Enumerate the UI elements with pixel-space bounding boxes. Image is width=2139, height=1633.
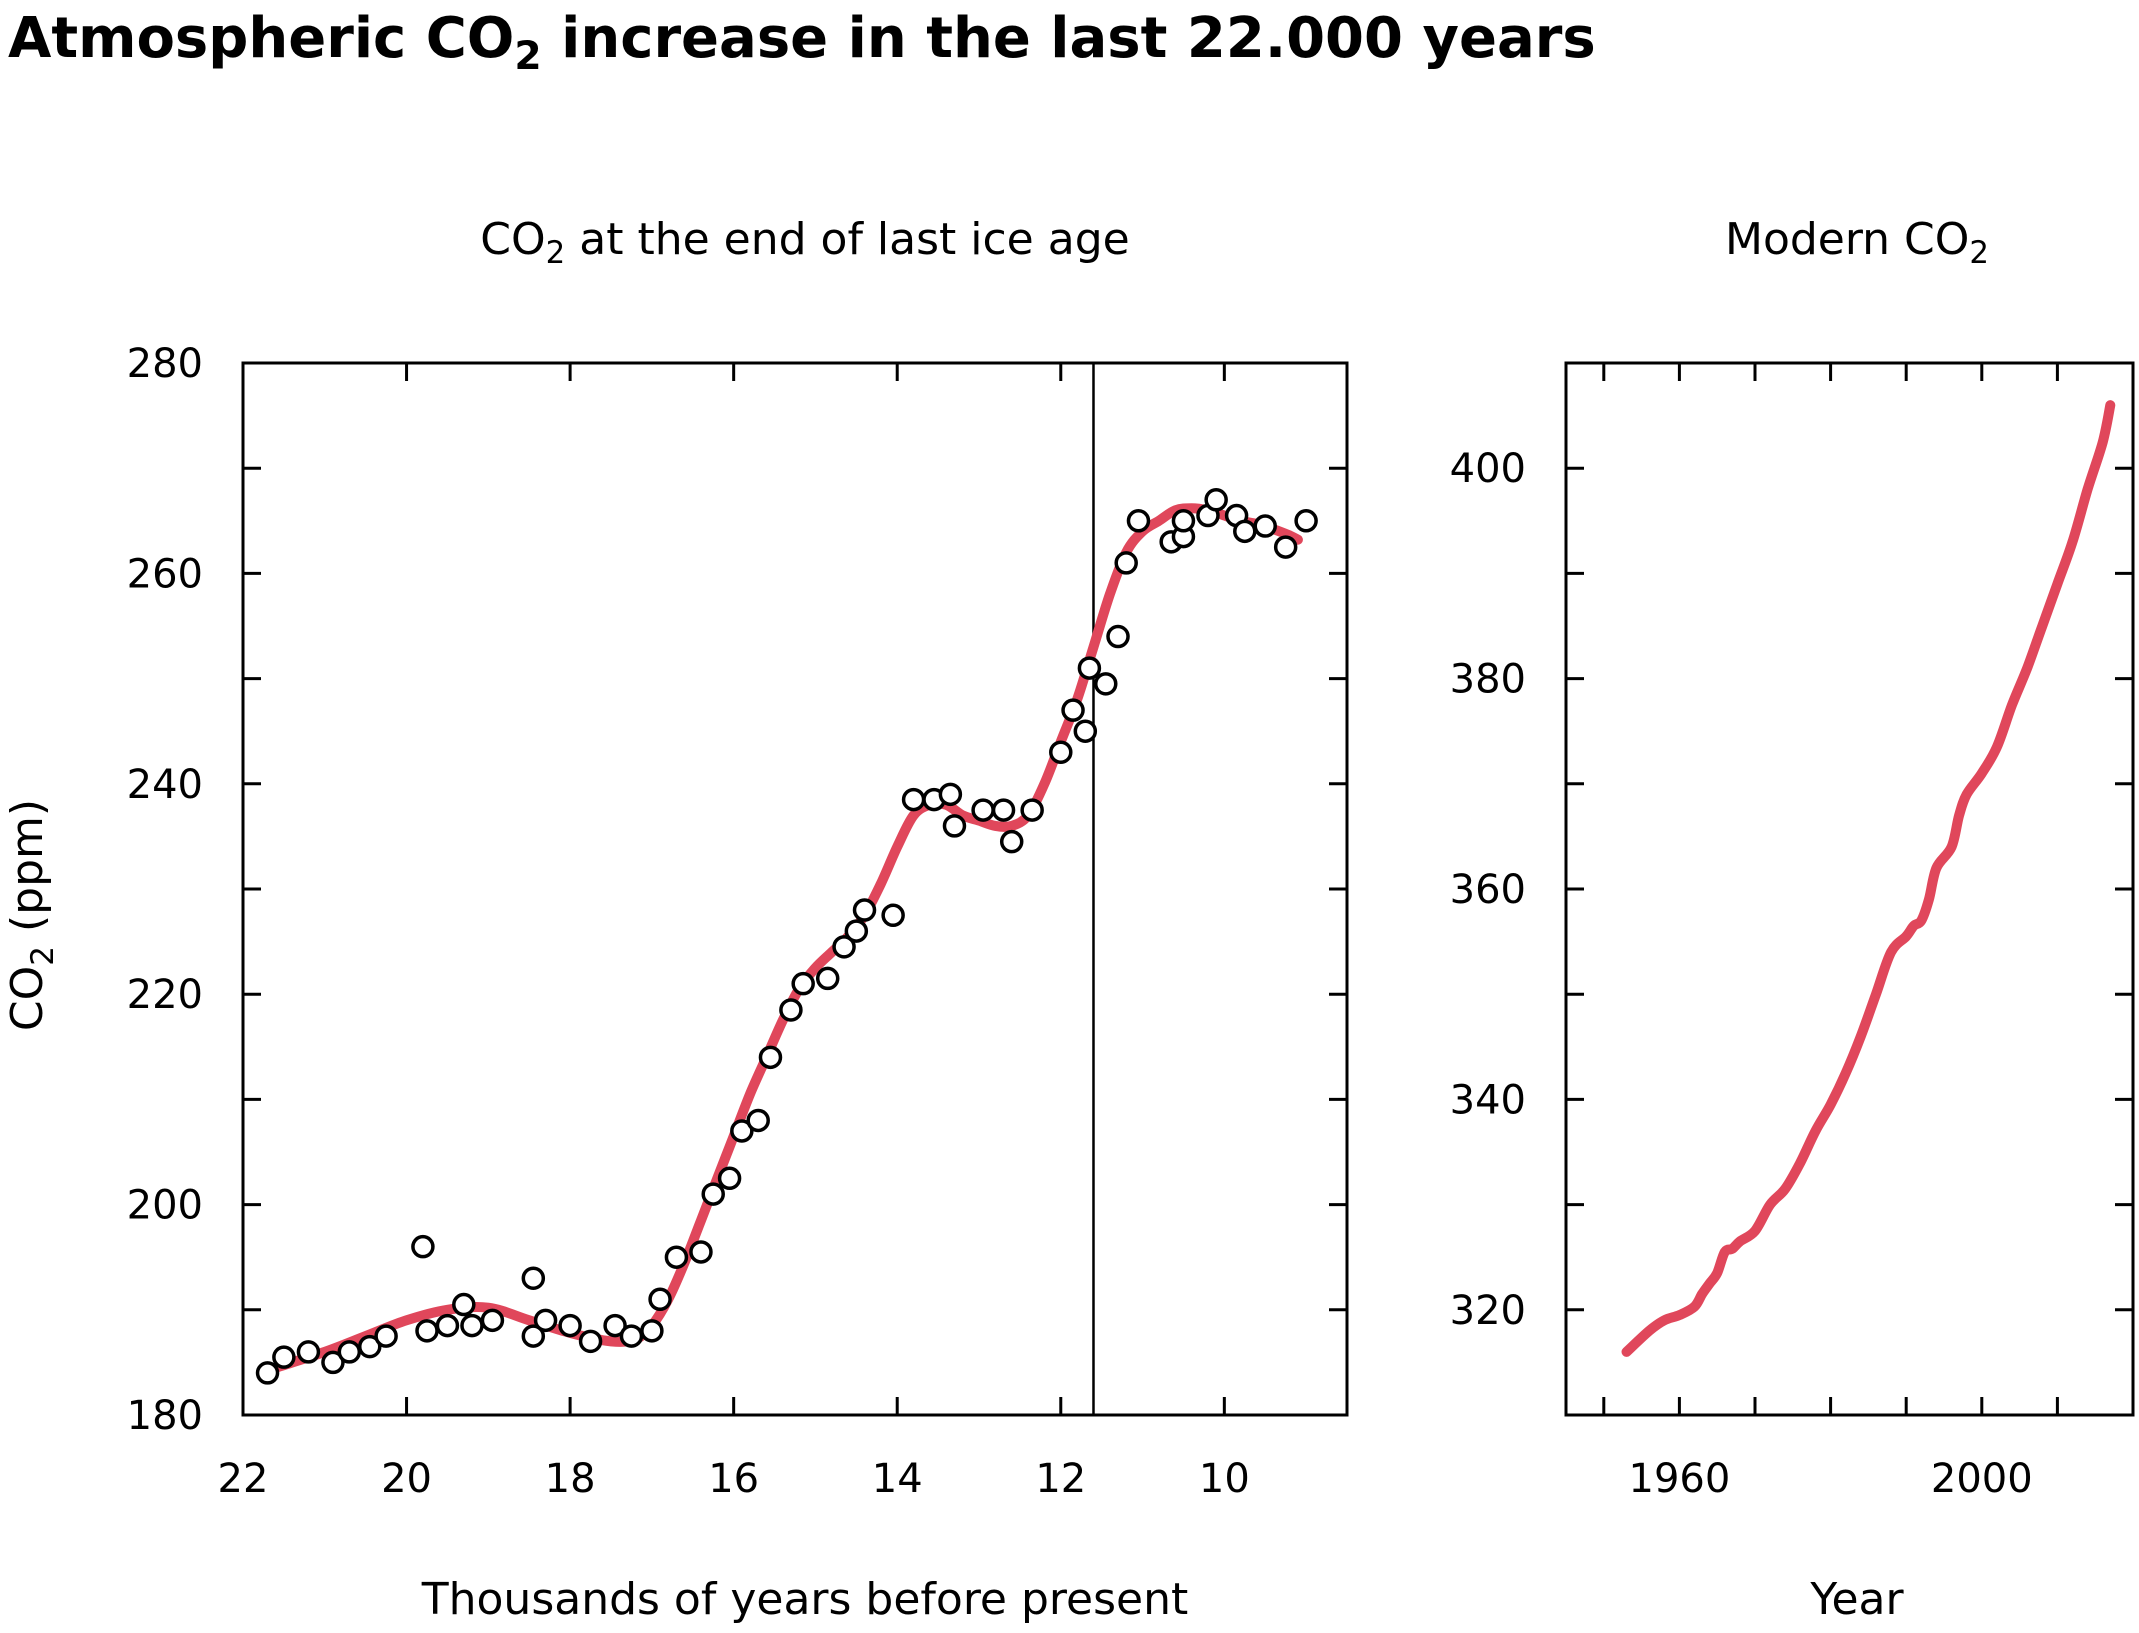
right-y-tick-label: 380 — [1450, 657, 1526, 703]
data-point — [1073, 719, 1098, 743]
data-point — [942, 814, 967, 838]
y-axis-label: CO2 (ppm) — [2, 799, 61, 1031]
left-x-tick-label: 20 — [381, 1456, 432, 1502]
data-point — [533, 1308, 558, 1333]
data-point — [815, 966, 840, 991]
data-point — [321, 1350, 345, 1375]
data-point — [1126, 509, 1151, 533]
right-x-tick-label: 2000 — [1931, 1456, 2033, 1502]
data-point — [852, 898, 877, 922]
left-co2-line — [270, 503, 1303, 1373]
right-panel: 1960 2000 320 340 360 380 400 — [1450, 361, 2135, 1502]
data-point — [578, 1329, 603, 1354]
left-x-tick-label: 22 — [218, 1456, 269, 1502]
left-x-tick-label: 10 — [1199, 1456, 1250, 1502]
left-x-tick-label: 16 — [708, 1456, 759, 1502]
data-point — [640, 1319, 664, 1343]
data-point — [746, 1108, 770, 1133]
data-point — [521, 1324, 546, 1348]
right-x-tick-label: 1960 — [1629, 1456, 1731, 1502]
right-y-tick-label: 400 — [1450, 446, 1526, 492]
data-point — [296, 1340, 321, 1364]
data-point — [664, 1245, 689, 1269]
left-y-tick-label: 240 — [127, 762, 203, 808]
data-point — [1273, 535, 1298, 559]
data-point — [1049, 740, 1073, 764]
data-point — [1294, 509, 1318, 533]
data-point — [1077, 656, 1102, 680]
left-y-tick-label: 220 — [127, 972, 203, 1018]
data-point — [999, 829, 1024, 854]
data-point — [791, 971, 815, 996]
data-point — [844, 919, 869, 943]
page-title: Atmospheric CO2 increase in the last 22.… — [8, 6, 1596, 79]
data-point — [411, 1234, 435, 1259]
data-point — [648, 1287, 672, 1312]
x-axis-label-left: Thousands of years before present — [421, 1574, 1189, 1625]
data-point — [435, 1313, 460, 1338]
data-point — [832, 935, 856, 959]
left-x-tick-label: 14 — [872, 1456, 923, 1502]
data-point — [1233, 519, 1257, 544]
data-point — [1020, 798, 1044, 822]
left-y-tick-label: 200 — [127, 1183, 203, 1229]
data-point — [337, 1340, 362, 1364]
data-point — [1061, 698, 1085, 722]
right-frame — [1564, 361, 2135, 1417]
data-point — [730, 1119, 754, 1143]
data-point — [701, 1182, 725, 1206]
right-panel-title: Modern CO2 — [1724, 214, 1990, 272]
data-point — [415, 1319, 439, 1343]
data-point — [452, 1292, 476, 1317]
left-y-tick-label: 260 — [127, 551, 203, 597]
data-point — [358, 1334, 382, 1359]
data-point — [480, 1308, 505, 1333]
data-point — [991, 798, 1016, 822]
data-point — [1171, 509, 1196, 533]
data-point — [689, 1240, 713, 1264]
data-point — [779, 998, 803, 1022]
data-point — [717, 1166, 742, 1191]
left-panel: 22 20 18 16 14 12 10 180 200 220 240 260 280 — [127, 341, 1349, 1502]
right-y-tick-label: 340 — [1450, 1077, 1526, 1123]
data-point — [881, 903, 905, 928]
left-panel-title: CO2 at the end of last ice age — [480, 214, 1130, 272]
left-x-tick-label: 12 — [1035, 1456, 1086, 1502]
data-point — [374, 1324, 398, 1348]
data-point — [1114, 551, 1138, 575]
left-y-tick-label: 280 — [127, 341, 203, 387]
data-point — [1106, 624, 1130, 649]
data-point — [603, 1313, 627, 1338]
left-y-tick-label: 180 — [127, 1393, 203, 1439]
data-point — [1204, 488, 1228, 512]
right-y-tick-label: 320 — [1450, 1288, 1526, 1334]
data-point — [619, 1324, 644, 1348]
data-point — [460, 1313, 484, 1338]
right-y-tick-label: 360 — [1450, 867, 1526, 913]
data-point — [1253, 514, 1277, 538]
left-x-tick-label: 18 — [545, 1456, 596, 1502]
data-point — [938, 782, 963, 807]
right-co2-line — [1621, 400, 2116, 1357]
data-point — [272, 1345, 296, 1369]
data-point — [758, 1045, 783, 1070]
data-point — [255, 1361, 280, 1385]
data-point — [1094, 672, 1118, 696]
data-point — [901, 787, 926, 812]
x-axis-label-right: Year — [1809, 1574, 1904, 1625]
data-point — [971, 798, 995, 822]
data-point — [558, 1313, 582, 1338]
data-point — [521, 1266, 546, 1290]
